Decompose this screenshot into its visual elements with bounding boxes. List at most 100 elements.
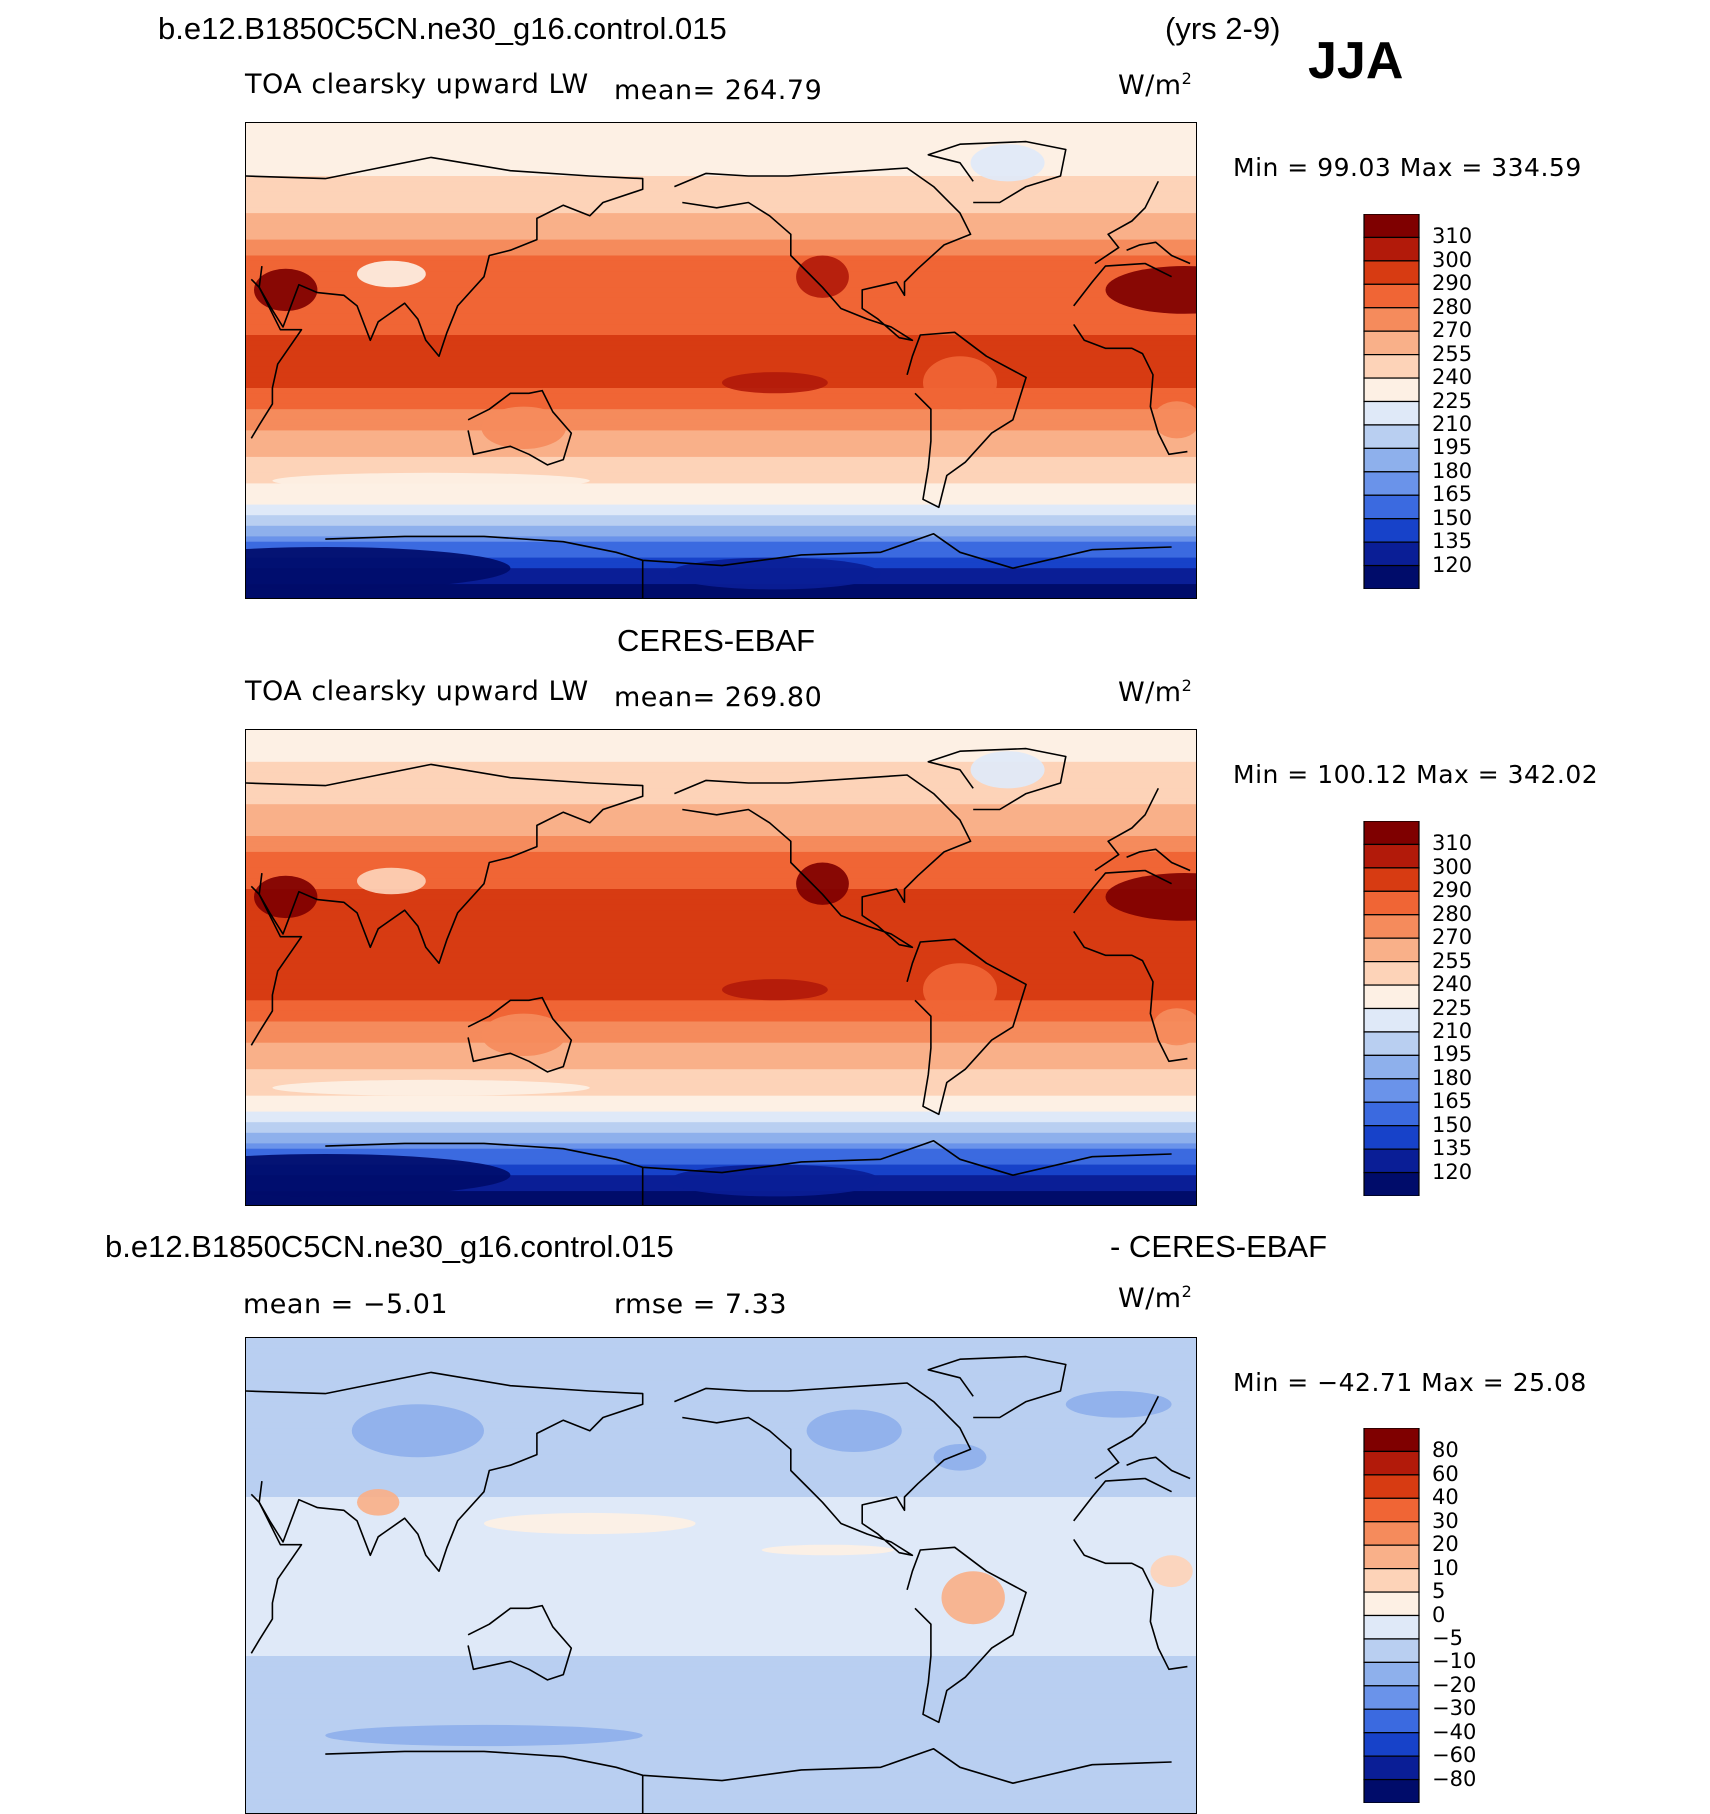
- zonal-band: [246, 356, 1196, 363]
- panel1-variable: TOA clearsky upward LW: [245, 69, 589, 100]
- zonal-band: [246, 942, 1196, 948]
- zonal-band: [246, 266, 1196, 272]
- zonal-band: [246, 1444, 1196, 1450]
- colorbar-tick-label: 195: [1432, 1042, 1473, 1067]
- colorbar-swatch: [1363, 1778, 1420, 1803]
- coastline: [250, 262, 1188, 456]
- colorbar-swatch: [1363, 937, 1420, 963]
- colorbar-tick-label: 270: [1432, 925, 1473, 950]
- zonal-band: [246, 772, 1196, 779]
- zonal-band: [246, 303, 1196, 310]
- zonal-band: [246, 1079, 1196, 1086]
- zonal-band: [246, 867, 1196, 874]
- panel2-minmax: Min = 100.12 Max = 342.02: [1233, 760, 1599, 789]
- colorbar-tick-label: 30: [1432, 1508, 1459, 1533]
- colorbar-tick-label: 80: [1432, 1438, 1459, 1463]
- field-feature: [796, 255, 849, 298]
- zonal-band: [246, 1544, 1196, 1551]
- zonal-band: [246, 133, 1196, 140]
- colorbar-tick-label: 135: [1432, 529, 1473, 554]
- field-feature: [970, 144, 1045, 182]
- zonal-band: [246, 414, 1196, 421]
- zonal-band: [246, 1026, 1196, 1033]
- panel3-units: W/m2: [1118, 1282, 1193, 1314]
- zonal-band: [246, 1359, 1196, 1366]
- zonal-band: [246, 504, 1196, 511]
- field-feature: [669, 1164, 881, 1197]
- zonal-band: [246, 176, 1196, 182]
- panel2-map: [245, 729, 1197, 1206]
- zonal-band: [246, 995, 1196, 1001]
- zonal-band: [246, 968, 1196, 975]
- zonal-band: [246, 1454, 1196, 1461]
- zonal-band: [246, 1116, 1196, 1123]
- field-feature: [722, 979, 828, 1001]
- zonal-band: [246, 767, 1196, 773]
- coastline: [246, 156, 1191, 357]
- zonal-band: [246, 213, 1196, 219]
- field-feature: [722, 372, 828, 394]
- zonal-band: [246, 1592, 1196, 1599]
- colorbar-swatch: [1363, 1614, 1420, 1640]
- zonal-band: [246, 1465, 1196, 1472]
- field-feature: [1105, 266, 1196, 314]
- zonal-band: [246, 1624, 1196, 1631]
- colorbar-swatch: [1363, 1685, 1420, 1710]
- zonal-band: [246, 255, 1196, 262]
- zonal-band: [246, 836, 1196, 842]
- zonal-band: [246, 154, 1196, 161]
- colorbar-swatch: [1363, 1101, 1420, 1127]
- colorbar-tick-label: 240: [1432, 972, 1473, 997]
- zonal-band: [246, 552, 1196, 559]
- zonal-band: [246, 1656, 1196, 1662]
- zonal-band: [246, 1438, 1196, 1445]
- colorbar-swatch: [1363, 1474, 1420, 1499]
- zonal-band: [246, 1196, 1196, 1203]
- zonal-band: [246, 1016, 1196, 1023]
- zonal-band: [246, 382, 1196, 389]
- colorbar-tick-label: 255: [1432, 948, 1473, 973]
- panel1-map: [245, 122, 1197, 599]
- zonal-band: [246, 425, 1196, 431]
- zonal-band: [246, 878, 1196, 885]
- zonal-band: [246, 319, 1196, 325]
- zonal-band: [246, 292, 1196, 299]
- zonal-band: [246, 345, 1196, 352]
- zonal-band: [246, 1534, 1196, 1540]
- zonal-band: [246, 1719, 1196, 1726]
- field-feature: [484, 1512, 696, 1535]
- zonal-band: [246, 1396, 1196, 1403]
- zonal-band: [246, 520, 1196, 527]
- zonal-band: [246, 1048, 1196, 1054]
- colorbar-tick-label: 180: [1432, 1065, 1473, 1090]
- zonal-band: [246, 409, 1196, 416]
- field-feature: [970, 751, 1045, 789]
- colorbar-swatch: [1363, 354, 1420, 379]
- zonal-band: [246, 1634, 1196, 1641]
- zonal-band: [246, 329, 1196, 336]
- zonal-band: [246, 936, 1196, 943]
- zonal-band: [246, 456, 1196, 463]
- colorbar-swatch: [1363, 1007, 1420, 1033]
- zonal-band: [246, 181, 1196, 188]
- panel3-map: [245, 1337, 1197, 1814]
- zonal-band: [246, 149, 1196, 156]
- panel3-title-right: - CERES-EBAF: [1110, 1229, 1328, 1264]
- coastline: [674, 1382, 972, 1557]
- zonal-band: [246, 1550, 1196, 1556]
- colorbar-swatch: [1363, 821, 1420, 846]
- zonal-band: [246, 1576, 1196, 1583]
- zonal-band: [246, 435, 1196, 442]
- zonal-band: [246, 191, 1196, 198]
- zonal-band: [246, 814, 1196, 821]
- zonal-band: [246, 1063, 1196, 1070]
- zonal-band: [246, 1401, 1196, 1408]
- zonal-band: [246, 324, 1196, 331]
- zonal-band: [246, 1709, 1196, 1715]
- colorbar-tick-label: 280: [1432, 294, 1473, 319]
- zonal-band: [246, 1693, 1196, 1699]
- colorbar-tick-label: 310: [1432, 831, 1473, 856]
- field-feature: [481, 1013, 566, 1056]
- panel3-colorbar: [1363, 1428, 1420, 1803]
- colorbar-swatch: [1363, 1544, 1420, 1570]
